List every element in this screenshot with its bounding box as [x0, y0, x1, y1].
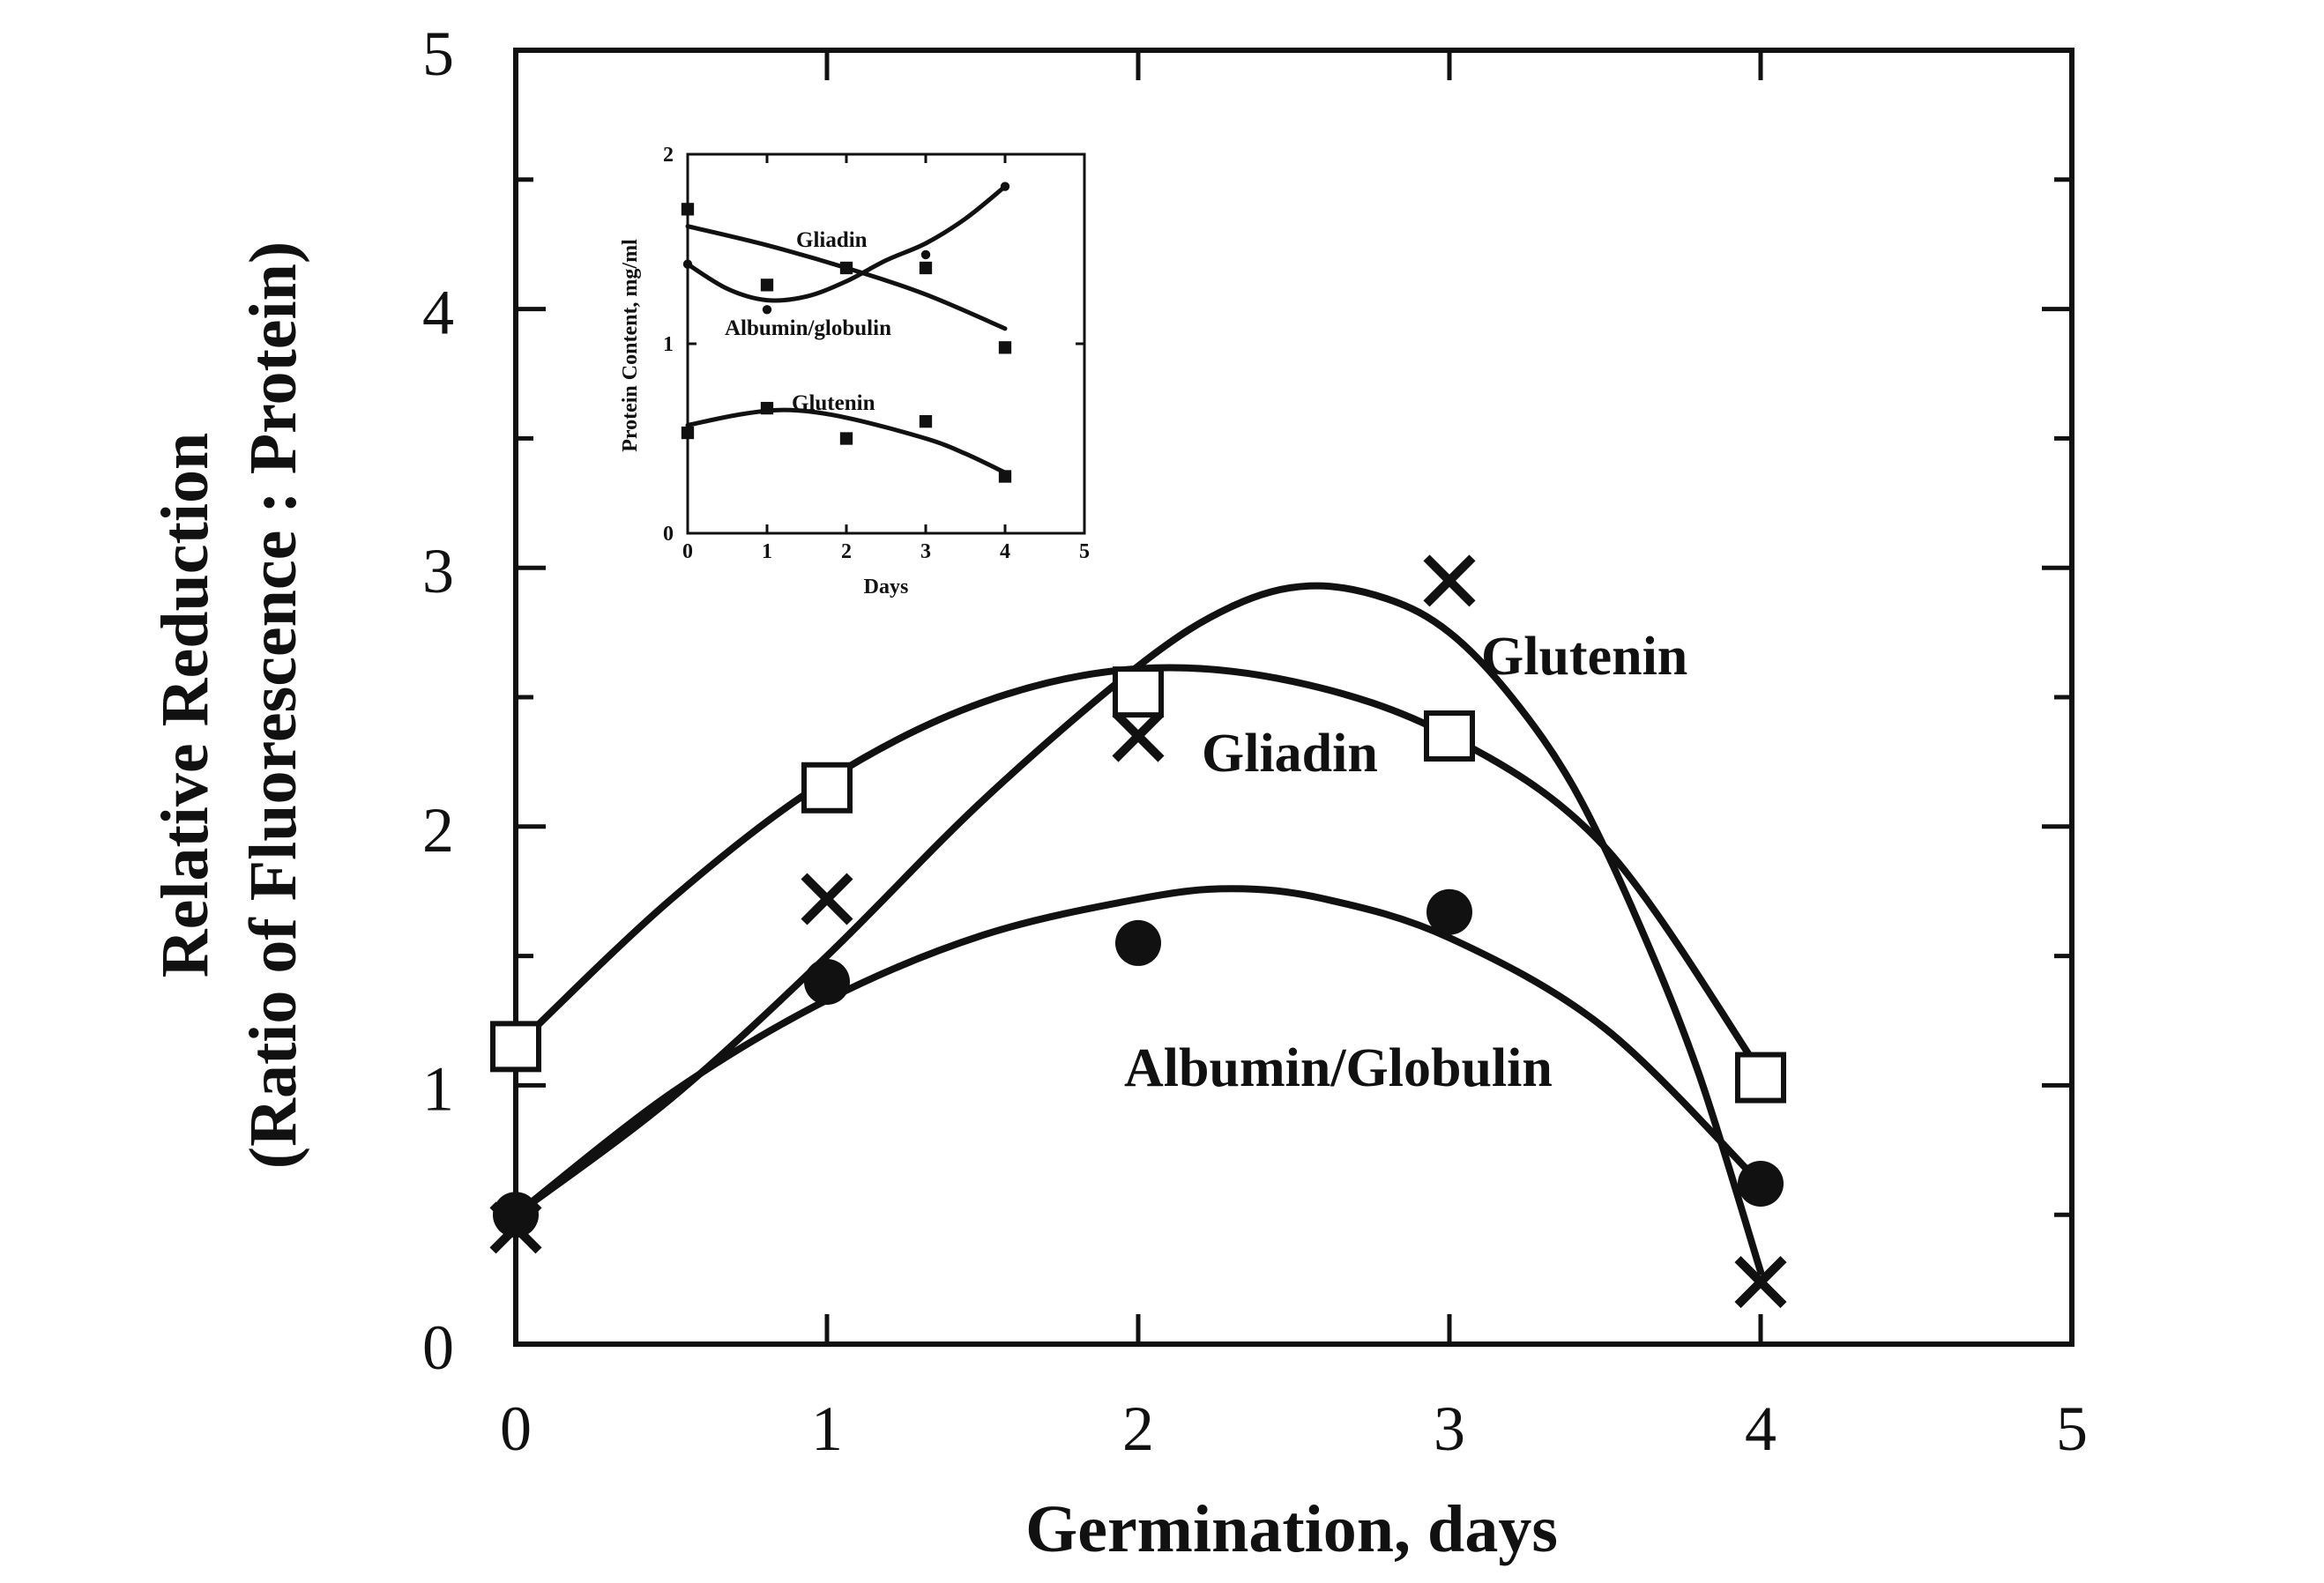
main-x-tick-label-2: 2: [1122, 1393, 1154, 1464]
inset-marker-gliadin-1: [760, 279, 774, 292]
main-marker-albumin-globulin-0: [493, 1192, 539, 1238]
inset-marker-gliadin-3: [919, 261, 933, 275]
inset-ticks: [686, 152, 1086, 535]
inset-x-axis-title: Days: [864, 576, 909, 598]
inset-marker-glutenin-0: [681, 426, 695, 440]
main-marker-glutenin-4: [1734, 1256, 1787, 1309]
inset-marker-glutenin-1: [760, 401, 774, 415]
main-marker-glutenin-1-stroke-b: [801, 873, 853, 925]
main-y-tick-label-0: 0: [422, 1312, 454, 1383]
main-plot: 0 1 2 3 4 5 0 1 2 3 4 5 Germination, days Relative …: [148, 19, 2088, 1566]
main-fit-curve-albumin-globulin: [512, 885, 1764, 1219]
inset-y-tick-label-1: 1: [663, 333, 674, 356]
series-label-glutenin: Glutenin: [1481, 627, 1687, 687]
inset-fit-curve-albumin-globulin: [685, 184, 1008, 303]
inset-y-tick-label-2: 2: [663, 144, 674, 167]
main-x-tick-label-1: 1: [811, 1393, 843, 1464]
main-y-tick-label-5: 5: [422, 19, 454, 89]
inset-tick-labels: 0 1 2 3 4 5 0 1 2: [663, 144, 1090, 563]
inset-plot: 0 1 2 3 4 5 0 1 2 Days Protein Content, mg/ml Gl…: [619, 144, 1090, 598]
inset-label-gliadin: Gliadin: [796, 228, 868, 252]
main-y-axis-title: Relative Reduction (Ratio of Fluorescenc…: [148, 242, 310, 1169]
main-marker-gliadin-2: [1113, 666, 1164, 718]
inset-fit-curve-glutenin: [685, 407, 1008, 475]
inset-y-axis-title: Protein Content, mg/ml: [619, 239, 642, 452]
main-y-axis-title-line2: (Ratio of Fluorescence : Protein): [236, 242, 310, 1169]
main-marker-glutenin-3: [1423, 554, 1476, 607]
main-y-tick-label-2: 2: [422, 795, 454, 866]
series-label-albumin-globulin: Albumin/Globulin: [1124, 1038, 1553, 1098]
main-marker-glutenin-2: [1112, 710, 1165, 762]
main-marker-albumin-globulin-2: [1115, 919, 1161, 966]
main-marker-gliadin-0: [490, 1021, 541, 1073]
inset-y-tick-label-0: 0: [663, 523, 674, 546]
inset-marker-glutenin-3: [919, 415, 933, 428]
inset-marker-albumin-globulin-3: [920, 249, 931, 260]
inset-label-albumin-globulin: Albumin/globulin: [725, 316, 891, 340]
main-x-tick-label-4: 4: [1745, 1393, 1777, 1464]
inset-x-tick-label-0: 0: [682, 540, 693, 563]
inset-marker-albumin-globulin-4: [1000, 182, 1010, 191]
inset-marker-gliadin-0: [681, 203, 695, 216]
inset-marker-gliadin-4: [998, 341, 1012, 354]
inset-x-tick-label-1: 1: [762, 540, 772, 563]
main-y-axis-title-line1: Relative Reduction: [148, 433, 222, 977]
inset-marker-albumin-globulin-0: [682, 259, 693, 269]
main-ticks: [513, 48, 2074, 1347]
inset-marker-glutenin-4: [998, 470, 1012, 483]
main-marker-glutenin-3-stroke-b: [1423, 554, 1476, 607]
main-marker-gliadin-3: [1424, 710, 1475, 762]
inset-x-tick-label-5: 5: [1079, 540, 1090, 563]
main-marker-albumin-globulin-4: [1738, 1160, 1784, 1207]
inset-x-tick-label-2: 2: [841, 540, 852, 563]
inset-marker-albumin-globulin-2: [841, 263, 852, 273]
inset-x-tick-label-3: 3: [920, 540, 931, 563]
inset-x-tick-label-4: 4: [1000, 540, 1010, 563]
inset-label-glutenin: Glutenin: [792, 391, 875, 415]
inset-plot-frame: [686, 152, 1086, 535]
main-marker-gliadin-4: [1735, 1052, 1786, 1104]
main-x-tick-label-0: 0: [500, 1393, 532, 1464]
main-data-markers: [489, 554, 1787, 1309]
main-x-axis-title: Germination, days: [1025, 1492, 1558, 1566]
main-marker-glutenin-1: [801, 873, 853, 925]
main-marker-glutenin-2-stroke-b: [1112, 710, 1165, 762]
inset-marker-glutenin-2: [839, 432, 853, 445]
main-tick-labels: 0 1 2 3 4 5 0 1 2 3 4 5: [422, 19, 2088, 1464]
main-y-tick-label-1: 1: [422, 1053, 454, 1124]
main-marker-albumin-globulin-3: [1426, 888, 1472, 935]
main-x-tick-label-5: 5: [2056, 1393, 2088, 1464]
series-label-gliadin: Gliadin: [1202, 724, 1378, 784]
main-marker-gliadin-1: [801, 762, 853, 814]
main-marker-albumin-globulin-1: [804, 958, 850, 1005]
main-x-tick-label-3: 3: [1434, 1393, 1465, 1464]
inset-marker-albumin-globulin-1: [762, 305, 772, 315]
main-y-tick-label-3: 3: [422, 536, 454, 606]
main-y-tick-label-4: 4: [422, 278, 454, 348]
main-marker-glutenin-4-stroke-b: [1734, 1256, 1787, 1309]
inset-data-markers: [681, 182, 1012, 483]
